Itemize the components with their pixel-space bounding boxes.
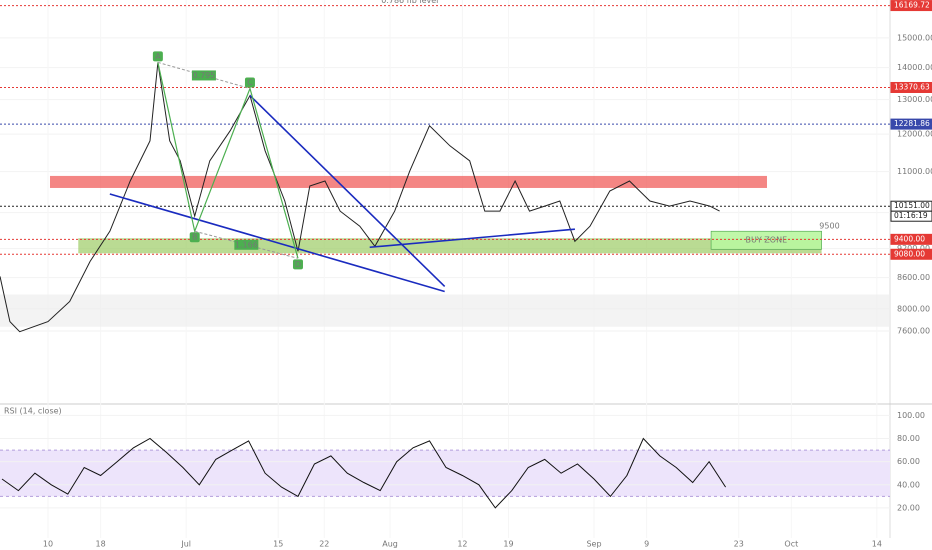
fib-ratio: 0.795 bbox=[192, 71, 215, 80]
rsi-title: RSI (14, close) bbox=[4, 407, 62, 416]
y-tick-label: 14000.00 bbox=[897, 63, 932, 72]
price-tag-label: 9400.00 bbox=[894, 234, 925, 243]
y-tick-label: 9200.00 bbox=[897, 244, 930, 253]
price-zone bbox=[49, 175, 767, 188]
price-tag bbox=[890, 233, 932, 245]
annotation: 0.786 fib level bbox=[381, 0, 438, 5]
x-tick-label: 23 bbox=[734, 540, 744, 549]
pattern-point bbox=[292, 259, 303, 270]
x-tick-label: 19 bbox=[503, 540, 513, 549]
fib-tag bbox=[234, 239, 259, 250]
x-tick-label: 15 bbox=[273, 540, 283, 549]
countdown-tag bbox=[890, 210, 932, 222]
y-tick-label: 7600.00 bbox=[897, 326, 930, 335]
x-tick-label: 14 bbox=[872, 540, 882, 549]
trendline bbox=[109, 193, 445, 293]
y-tick-label: 12000.00 bbox=[897, 130, 932, 139]
x-tick-label: Sep bbox=[586, 540, 601, 549]
y-tick-label: 40.00 bbox=[897, 480, 920, 489]
price-line bbox=[0, 62, 720, 333]
pattern-point bbox=[189, 232, 200, 243]
trendline bbox=[369, 228, 575, 249]
x-tick-label: 10 bbox=[43, 540, 53, 549]
trendline bbox=[249, 94, 446, 288]
y-tick-label: 60.00 bbox=[897, 457, 920, 466]
price-tag-label: 13370.63 bbox=[894, 82, 930, 91]
fib-tag bbox=[191, 70, 216, 81]
harmonic-pattern bbox=[157, 62, 299, 259]
pattern-label: D bbox=[295, 260, 301, 269]
pattern-point bbox=[244, 77, 255, 88]
fib-link bbox=[194, 230, 299, 259]
x-tick-label: Jul bbox=[180, 540, 191, 549]
price-tag bbox=[890, 0, 932, 12]
x-tick-label: 18 bbox=[96, 540, 106, 549]
rsi-line bbox=[1, 437, 727, 509]
price-tag-label: 10151.00 bbox=[894, 201, 930, 210]
pattern-label: B bbox=[192, 233, 198, 242]
zone-label: BUY ZONE bbox=[746, 236, 788, 245]
x-tick-label: Aug bbox=[382, 540, 398, 549]
price-tag-label: 9080.00 bbox=[894, 249, 925, 258]
price-tag bbox=[890, 81, 932, 93]
price-tag bbox=[890, 118, 932, 130]
y-tick-label: 80.00 bbox=[897, 434, 920, 443]
pattern-label: C bbox=[247, 78, 253, 87]
y-tick-label: 8000.00 bbox=[897, 304, 930, 313]
y-tick-label: 100.00 bbox=[897, 411, 925, 420]
price-zone bbox=[710, 230, 822, 250]
x-tick-label: 9 bbox=[644, 540, 649, 549]
pattern-point bbox=[152, 51, 163, 62]
price-tag-label: 12281.86 bbox=[894, 119, 930, 128]
price-tag-label: 16169.72 bbox=[894, 1, 930, 10]
y-tick-label: 11000.00 bbox=[897, 167, 932, 176]
y-tick-label: 15000.00 bbox=[897, 33, 932, 42]
x-tick-label: 12 bbox=[457, 540, 467, 549]
x-tick-label: 22 bbox=[319, 540, 329, 549]
pattern-label: A bbox=[155, 52, 161, 61]
rsi-band bbox=[0, 450, 890, 497]
y-tick-label: 13000.00 bbox=[897, 95, 932, 104]
price-tag bbox=[890, 248, 932, 260]
y-tick-label: 20.00 bbox=[897, 503, 920, 512]
countdown: 01:16:19 bbox=[894, 211, 928, 220]
price-zone bbox=[0, 294, 890, 327]
y-tick-label: 8600.00 bbox=[897, 273, 930, 282]
x-tick-label: Oct bbox=[784, 540, 798, 549]
annotation: 9500 bbox=[819, 222, 839, 231]
fib-ratio: 1.166 bbox=[235, 240, 258, 249]
